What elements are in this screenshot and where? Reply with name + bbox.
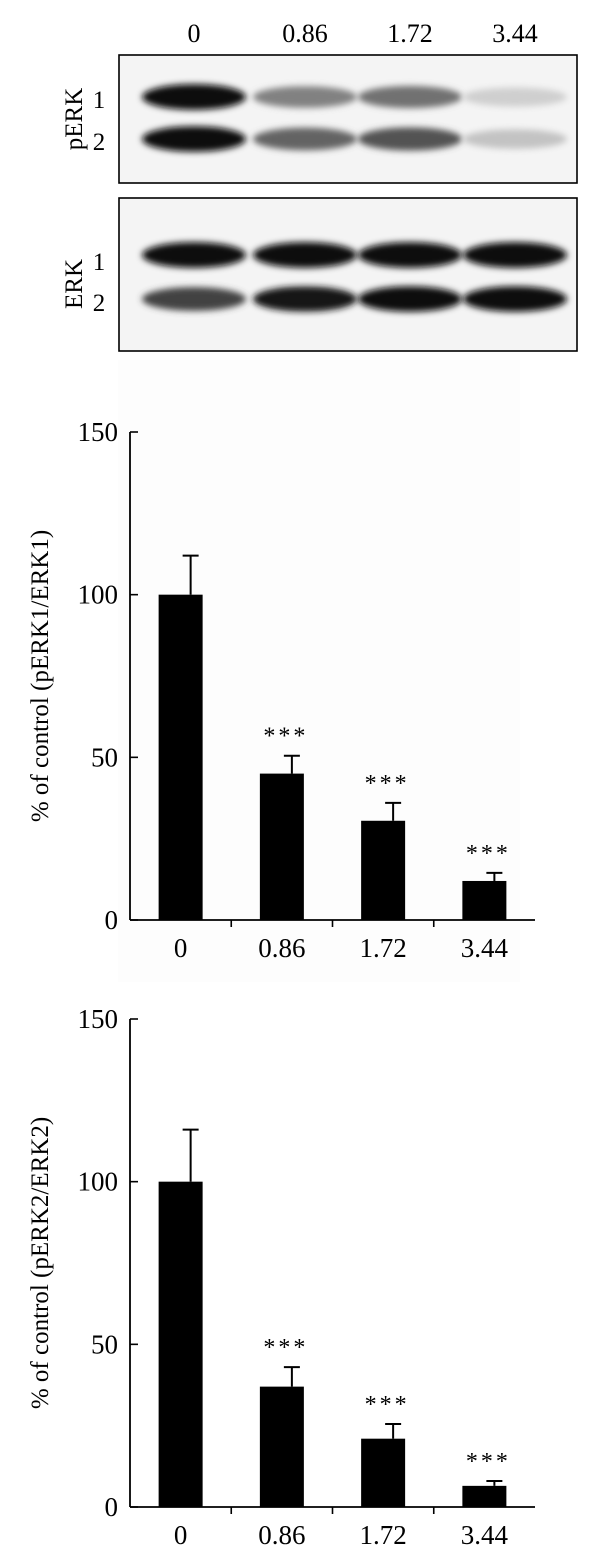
- y-tick-label: 0: [105, 1492, 119, 1522]
- blot-band: [142, 287, 246, 311]
- blot-panel-erk: ERK 1 2: [61, 197, 578, 352]
- y-tick-label: 100: [78, 580, 119, 610]
- y-tick-label: 50: [91, 742, 118, 772]
- perk-band-1-label: 1: [93, 87, 106, 114]
- y-tick-label: 150: [78, 1004, 119, 1034]
- blot-band: [358, 242, 462, 268]
- perk-panel-label: pERK: [61, 88, 88, 151]
- blot-band: [253, 86, 357, 108]
- significance-label: ***: [466, 841, 511, 867]
- x-tick-label: 3.44: [461, 1520, 509, 1550]
- blot-lane-labels: 0 0.86 1.72 3.44: [188, 19, 538, 48]
- blot-band: [358, 127, 462, 151]
- blot-band: [463, 286, 567, 312]
- erk-bands: [142, 242, 567, 312]
- significance-label: ***: [365, 771, 410, 797]
- x-tick-label: 3.44: [461, 933, 509, 963]
- blot-band: [142, 242, 246, 268]
- perk-bands: [142, 84, 567, 152]
- erk-panel-label: ERK: [61, 259, 88, 309]
- bar: [361, 820, 406, 920]
- blot-lane-label: 3.44: [492, 19, 538, 48]
- y-tick-label: 150: [78, 417, 119, 447]
- blot-band: [253, 286, 357, 312]
- blot-band: [253, 242, 357, 268]
- significance-label: ***: [365, 1392, 410, 1418]
- perk-band-2-label: 2: [93, 129, 106, 156]
- significance-label: ***: [263, 724, 308, 750]
- blot-band: [358, 286, 462, 312]
- blot-band: [253, 127, 357, 151]
- x-tick-label: 0: [174, 1520, 188, 1550]
- blot-lane-label: 0: [188, 19, 201, 48]
- blot-band: [463, 242, 567, 268]
- y-tick-label: 50: [91, 1329, 118, 1359]
- blot-band: [358, 85, 462, 109]
- significance-label: ***: [263, 1335, 308, 1361]
- bar: [259, 773, 304, 920]
- significance-label: ***: [466, 1449, 511, 1475]
- y-tick-label: 0: [105, 905, 119, 935]
- erk-band-1-label: 1: [93, 249, 106, 276]
- blot-band: [463, 129, 567, 149]
- erk-blot-frame: [118, 197, 578, 352]
- blot-lane-label: 0.86: [282, 19, 328, 48]
- y-tick-label: 100: [78, 1167, 119, 1197]
- bar: [462, 1485, 507, 1507]
- blot-lane-label: 1.72: [387, 19, 433, 48]
- blot-panel-perk: pERK 1 2: [61, 54, 578, 184]
- bar-chart-perk2: 0 50 100 150 % of control (pERK2/ERK2) 0 *** 0.…: [27, 1004, 535, 1550]
- x-tick-label: 0.86: [258, 1520, 305, 1550]
- blot-band: [463, 87, 567, 107]
- bar: [462, 880, 507, 920]
- perk-blot-frame: [118, 54, 578, 184]
- western-blot: 0 0.86 1.72 3.44 pERK 1 2 ERK 1 2: [61, 19, 578, 352]
- y-axis-title: % of control (pERK2/ERK2): [27, 1117, 54, 1409]
- bar: [259, 1386, 304, 1507]
- bar: [158, 1181, 203, 1507]
- blot-band: [142, 84, 246, 110]
- x-tick-label: 1.72: [360, 933, 407, 963]
- x-tick-label: 1.72: [360, 1520, 407, 1550]
- y-axis-title: % of control (pERK1/ERK1): [27, 530, 54, 822]
- x-tick-label: 0.86: [258, 933, 305, 963]
- x-tick-label: 0: [174, 933, 188, 963]
- blot-band: [142, 126, 246, 152]
- bar-chart-perk1: 0 50 100 150 % of control (pERK1/ERK1) 0 *** 0.…: [27, 417, 535, 963]
- bar: [158, 594, 203, 920]
- bar: [361, 1438, 406, 1507]
- erk-band-2-label: 2: [93, 290, 106, 317]
